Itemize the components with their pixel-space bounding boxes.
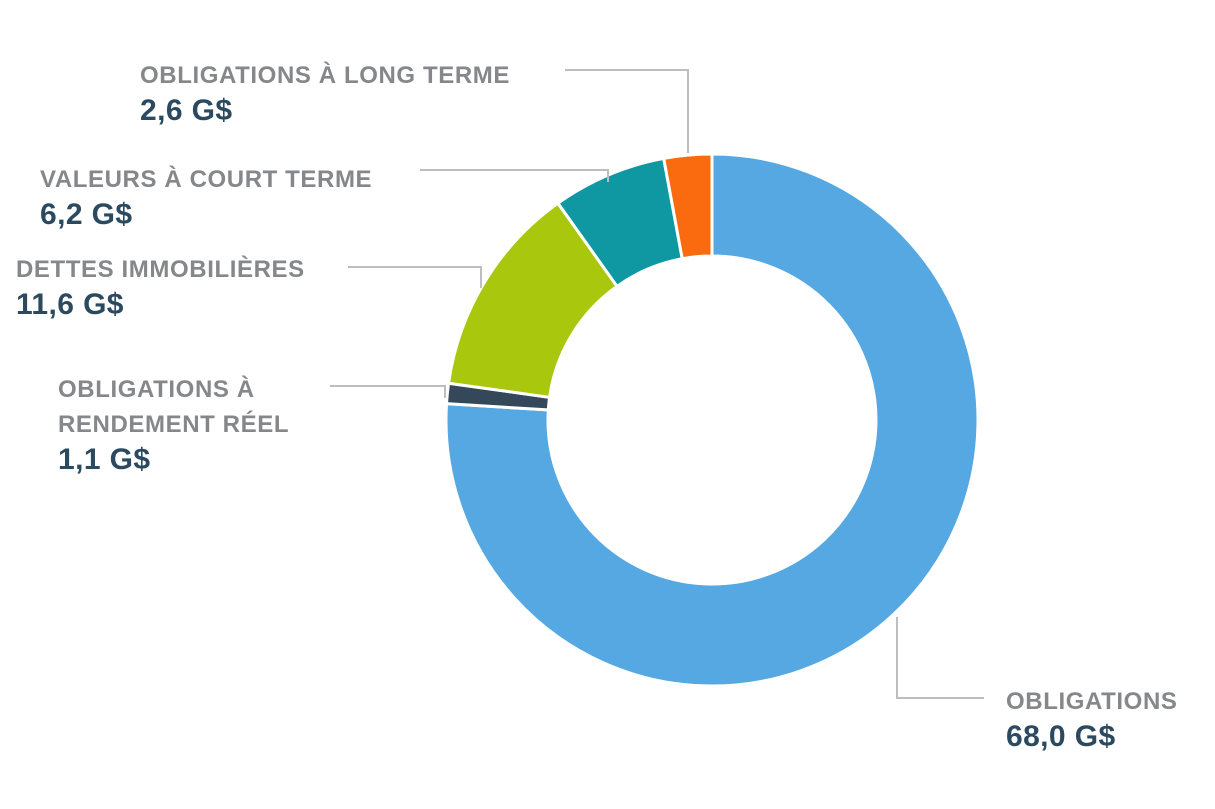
slice-value: 11,6 G$	[16, 288, 124, 321]
leader-line-obligations-h	[896, 697, 984, 699]
callout-obligations: OBLIGATIONS 68,0 G$	[1006, 684, 1177, 755]
leader-line-valeurs-a-court-terme-h	[420, 169, 609, 171]
callout-valeurs-a-court-terme: VALEURS À COURT TERME 6,2 G$	[40, 162, 372, 233]
slice-value: 6,2 G$	[40, 198, 133, 231]
leader-line-obligations-a-long-terme-h	[565, 69, 689, 71]
slice-obligations-a-long-terme	[661, 152, 714, 261]
leader-line-obligations-v	[896, 617, 898, 699]
callout-obligations-a-long-terme: OBLIGATIONS À LONG TERME 2,6 G$	[140, 58, 510, 129]
leader-line-valeurs-a-court-terme-v	[607, 169, 609, 182]
slice-value: 68,0 G$	[1006, 720, 1116, 753]
callout-obligations-a-rendement-reel: OBLIGATIONS À RENDEMENT RÉEL 1,1 G$	[58, 372, 308, 478]
slice-label: OBLIGATIONS À LONG TERME	[140, 62, 510, 89]
slice-value: 1,1 G$	[58, 443, 151, 476]
slice-obligations	[444, 152, 980, 688]
leader-line-dettes-immobilieres-v	[480, 266, 482, 288]
leader-line-obligations-a-rendement-reel-v	[444, 385, 446, 398]
leader-line-obligations-a-long-terme-v	[687, 69, 689, 153]
slice-label: OBLIGATIONS	[1006, 688, 1178, 715]
slice-label: VALEURS À COURT TERME	[40, 166, 373, 193]
slice-label: OBLIGATIONS À RENDEMENT RÉEL	[58, 376, 290, 438]
leader-line-obligations-a-rendement-reel-h	[330, 385, 446, 387]
slice-value: 2,6 G$	[140, 94, 233, 127]
slice-label: DETTES IMMOBILIÈRES	[16, 256, 305, 283]
callout-dettes-immobilieres: DETTES IMMOBILIÈRES 11,6 G$	[16, 252, 305, 323]
leader-line-dettes-immobilieres-h	[348, 266, 482, 268]
